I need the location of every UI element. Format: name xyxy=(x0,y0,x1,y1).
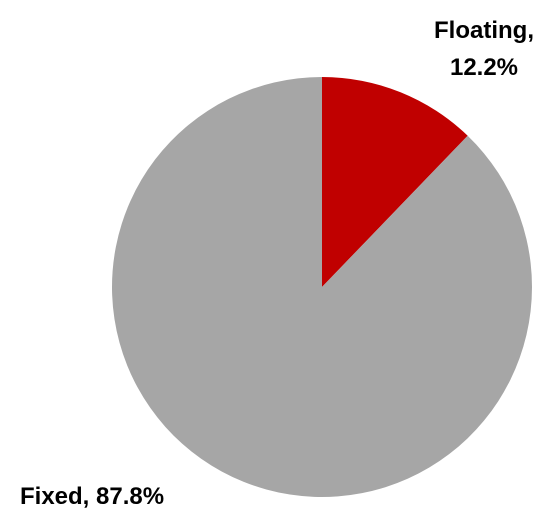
pie-slices xyxy=(112,77,533,497)
pie-slice-fixed xyxy=(112,77,533,497)
floating-label-line2: 12.2% xyxy=(450,54,518,81)
floating-label-line1: Floating, xyxy=(434,17,534,44)
pie-slice-floating xyxy=(322,77,468,287)
fixed-label: Fixed, 87.8% xyxy=(20,483,164,510)
